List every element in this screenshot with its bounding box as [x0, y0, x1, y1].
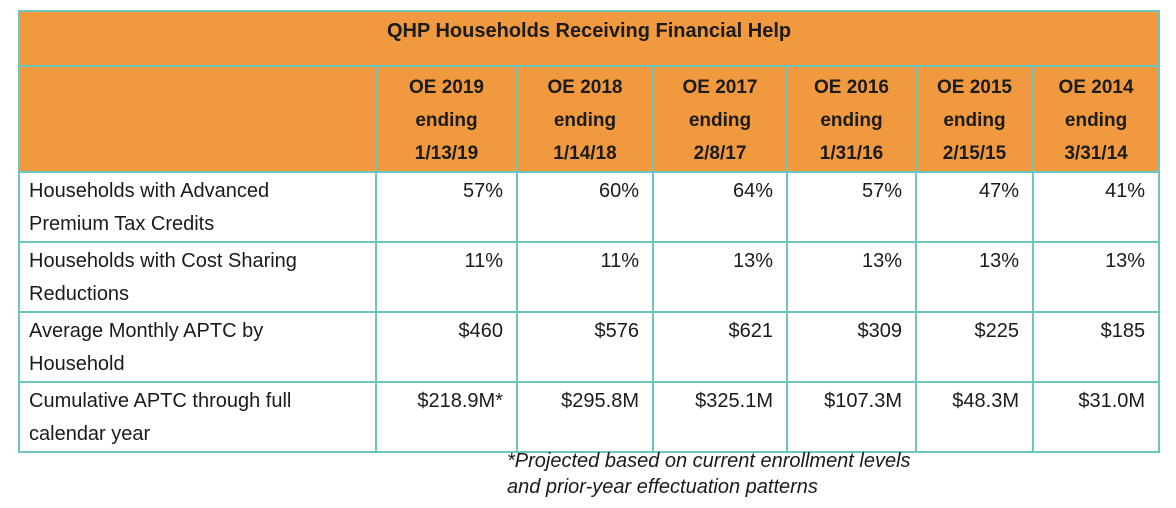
data-cell: $48.3M: [915, 381, 1034, 453]
row-label: Average Monthly APTC by Household: [18, 311, 377, 383]
data-cell: 57%: [375, 171, 518, 243]
row-label: Households with Cost Sharing Reductions: [18, 241, 377, 313]
row-label-line: calendar year: [29, 423, 151, 445]
data-cell: 57%: [786, 171, 917, 243]
column-header-oe-2014: OE 2014 ending 3/31/14: [1031, 65, 1161, 173]
footnote-line-2: and prior-year effectuation patterns: [507, 476, 818, 498]
table-row-aptc-households: Households with Advanced Premium Tax Cre…: [18, 171, 1161, 243]
column-period: OE 2014: [1058, 77, 1134, 98]
qhp-financial-help-table: QHP Households Receiving Financial Help …: [17, 10, 1161, 453]
title-row: QHP Households Receiving Financial Help: [17, 10, 1161, 67]
column-ending-label: ending: [553, 110, 617, 131]
data-cell: $460: [375, 311, 518, 383]
column-period: OE 2015: [937, 77, 1012, 98]
row-label-line: Households with Cost Sharing: [29, 250, 297, 272]
column-period: OE 2018: [547, 77, 623, 98]
column-end-date: 1/14/18: [553, 143, 617, 164]
data-cell: 13%: [915, 241, 1034, 313]
column-ending-label: ending: [688, 110, 752, 131]
data-cell: $295.8M: [516, 381, 654, 453]
table-title: QHP Households Receiving Financial Help: [17, 10, 1161, 67]
row-label-line: Cumulative APTC through full: [29, 390, 292, 412]
column-header-oe-2018: OE 2018 ending 1/14/18: [516, 65, 654, 173]
data-cell: $325.1M: [652, 381, 788, 453]
data-cell: $309: [786, 311, 917, 383]
data-cell: 64%: [652, 171, 788, 243]
table-row-cumulative-aptc: Cumulative APTC through full calendar ye…: [18, 381, 1161, 453]
footnote: *Projected based on current enrollment l…: [507, 448, 911, 500]
column-ending-label: ending: [820, 110, 883, 131]
data-cell: 13%: [1031, 241, 1161, 313]
column-ending-label: ending: [1064, 110, 1128, 131]
column-end-date: 1/31/16: [819, 143, 884, 164]
column-ending-label: ending: [943, 110, 1006, 131]
column-header-oe-2019: OE 2019 ending 1/13/19: [375, 65, 518, 173]
column-end-date: 3/31/14: [1064, 143, 1128, 164]
row-label-line: Average Monthly APTC by: [29, 320, 264, 342]
data-cell: 11%: [516, 241, 654, 313]
data-cell: $621: [652, 311, 788, 383]
column-end-date: 2/15/15: [942, 143, 1007, 164]
column-header-oe-2016: OE 2016 ending 1/31/16: [786, 65, 917, 173]
row-label-line: Premium Tax Credits: [29, 213, 215, 235]
data-cell: $576: [516, 311, 654, 383]
data-cell: $31.0M: [1031, 381, 1161, 453]
data-cell: $218.9M*: [375, 381, 518, 453]
data-cell: $225: [915, 311, 1034, 383]
data-cell: 13%: [786, 241, 917, 313]
table-row-csr-households: Households with Cost Sharing Reductions …: [18, 241, 1161, 313]
column-ending-label: ending: [415, 110, 478, 131]
column-period: OE 2019: [409, 77, 484, 98]
row-label: Households with Advanced Premium Tax Cre…: [18, 171, 377, 243]
data-cell: $107.3M: [786, 381, 917, 453]
header-empty-cell: [18, 65, 377, 173]
data-cell: 13%: [652, 241, 788, 313]
header-row: OE 2019 ending 1/13/19 OE 2018 ending 1/…: [18, 65, 1161, 173]
column-header-oe-2015: OE 2015 ending 2/15/15: [915, 65, 1034, 173]
data-cell: 60%: [516, 171, 654, 243]
data-cell: 41%: [1031, 171, 1161, 243]
column-period: OE 2016: [814, 77, 889, 98]
column-end-date: 1/13/19: [414, 143, 479, 164]
column-header-oe-2017: OE 2017 ending 2/8/17: [652, 65, 788, 173]
row-label: Cumulative APTC through full calendar ye…: [18, 381, 377, 453]
data-cell: 11%: [375, 241, 518, 313]
data-cell: 47%: [915, 171, 1034, 243]
row-label-line: Reductions: [29, 283, 130, 305]
row-label-line: Households with Advanced: [29, 180, 270, 202]
footnote-line-1: *Projected based on current enrollment l…: [507, 450, 911, 472]
data-cell: $185: [1031, 311, 1161, 383]
column-period: OE 2017: [682, 77, 758, 98]
table-row-avg-monthly-aptc: Average Monthly APTC by Household $460 $…: [18, 311, 1161, 383]
row-label-line: Household: [29, 353, 125, 375]
column-end-date: 2/8/17: [693, 143, 747, 164]
